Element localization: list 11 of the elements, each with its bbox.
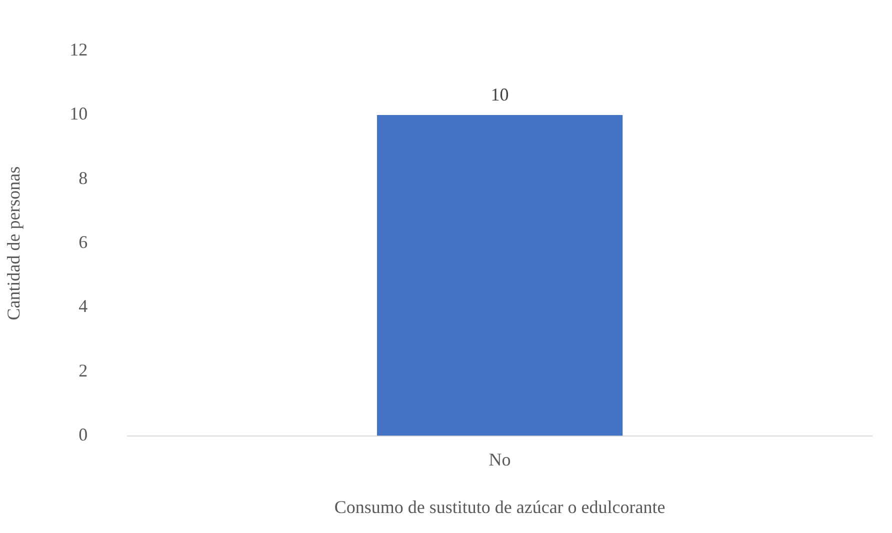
y-tick-label: 0 <box>78 424 88 445</box>
y-tick-label: 8 <box>78 168 88 188</box>
y-tick-label: 6 <box>78 232 88 252</box>
y-tick-label: 2 <box>78 360 88 380</box>
y-tick-label: 10 <box>70 104 88 124</box>
data-label: 10 <box>490 84 509 105</box>
y-axis-title: Cantidad de personas <box>4 166 24 320</box>
y-tick-label: 4 <box>78 296 88 316</box>
x-axis-title: Consumo de sustituto de azúcar o edulcorante <box>334 496 666 517</box>
x-tick-label: No <box>488 449 511 470</box>
y-tick-label: 12 <box>70 40 88 60</box>
